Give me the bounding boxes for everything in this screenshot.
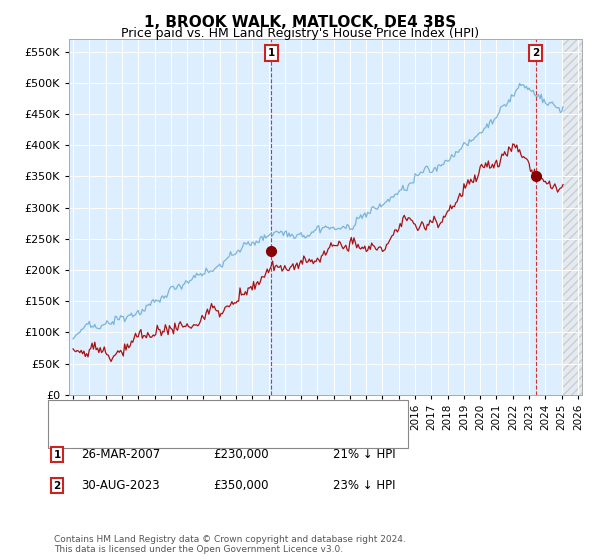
Text: Price paid vs. HM Land Registry's House Price Index (HPI): Price paid vs. HM Land Registry's House … xyxy=(121,27,479,40)
Text: 26-MAR-2007: 26-MAR-2007 xyxy=(81,448,160,461)
Text: Contains HM Land Registry data © Crown copyright and database right 2024.
This d: Contains HM Land Registry data © Crown c… xyxy=(54,535,406,554)
Text: 1, BROOK WALK, MATLOCK, DE4 3BS (detached house): 1, BROOK WALK, MATLOCK, DE4 3BS (detache… xyxy=(81,408,366,418)
Text: 23% ↓ HPI: 23% ↓ HPI xyxy=(333,479,395,492)
Text: £350,000: £350,000 xyxy=(213,479,269,492)
Text: 21% ↓ HPI: 21% ↓ HPI xyxy=(333,448,395,461)
Text: HPI: Average price, detached house, Derbyshire Dales: HPI: Average price, detached house, Derb… xyxy=(81,426,364,436)
Text: 1, BROOK WALK, MATLOCK, DE4 3BS: 1, BROOK WALK, MATLOCK, DE4 3BS xyxy=(144,15,456,30)
Text: 1: 1 xyxy=(268,48,275,58)
Text: 1: 1 xyxy=(53,450,61,460)
Text: 2: 2 xyxy=(53,480,61,491)
Text: 2: 2 xyxy=(532,48,539,58)
Bar xyxy=(562,39,592,395)
Text: 30-AUG-2023: 30-AUG-2023 xyxy=(81,479,160,492)
Text: £230,000: £230,000 xyxy=(213,448,269,461)
